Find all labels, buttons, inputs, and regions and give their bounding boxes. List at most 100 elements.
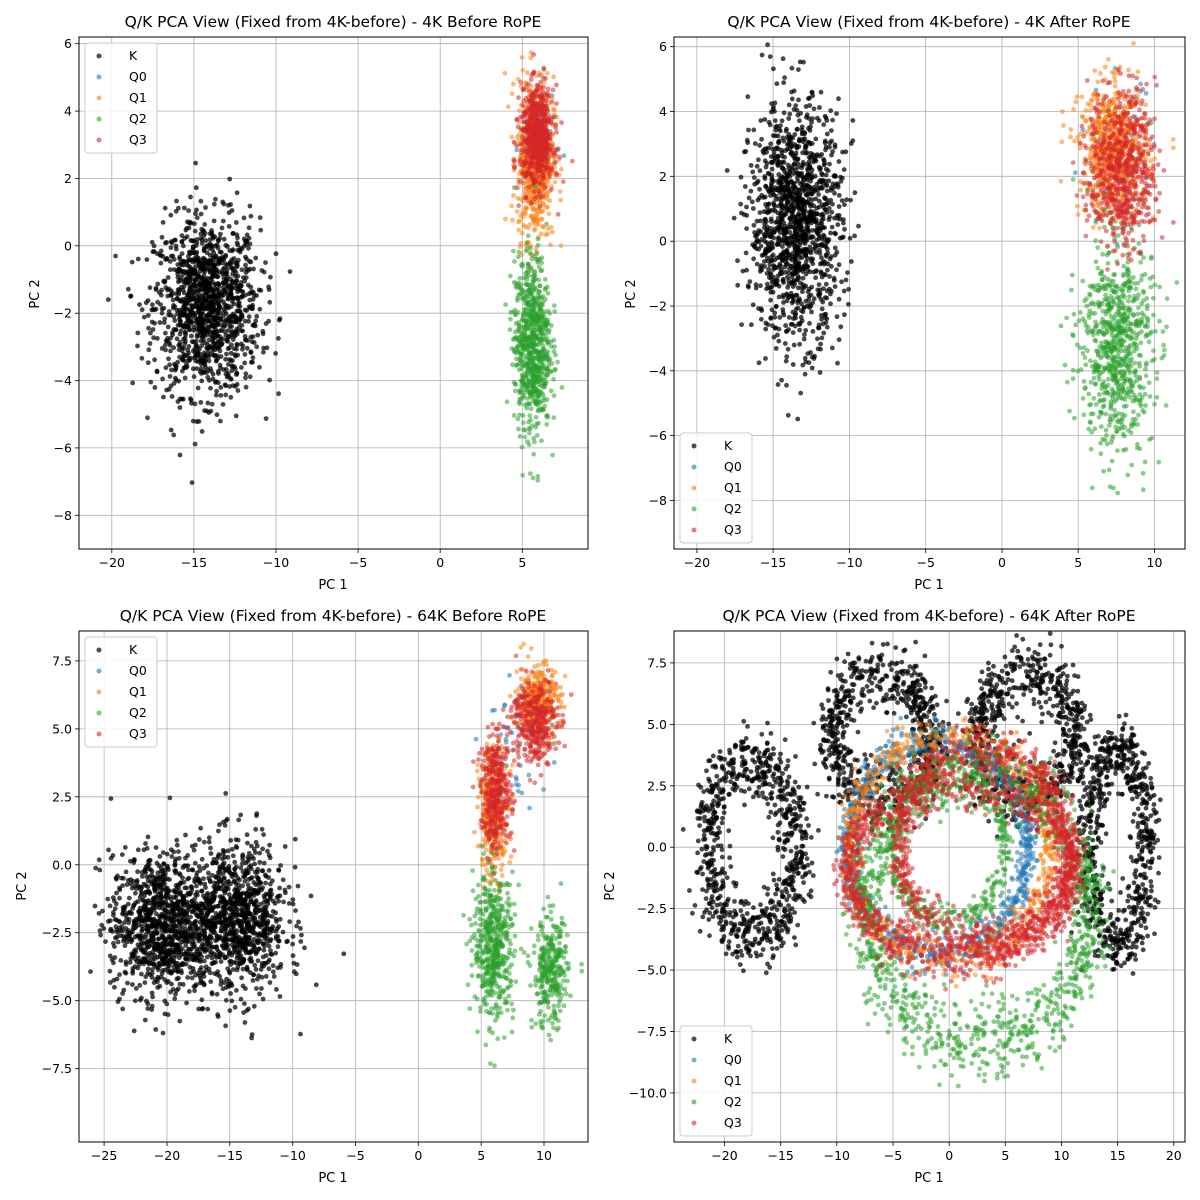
data-point [179, 239, 185, 244]
data-point [222, 329, 228, 334]
data-point [223, 392, 229, 398]
y-tick-label: −2 [54, 306, 72, 321]
data-point [820, 321, 826, 327]
data-point [800, 137, 806, 142]
data-point [534, 287, 539, 293]
data-point [784, 240, 790, 245]
data-point [105, 297, 111, 302]
data-point [177, 354, 183, 360]
data-point [180, 396, 186, 402]
data-point [548, 224, 554, 230]
data-point [163, 285, 169, 290]
data-point [799, 131, 805, 137]
data-point [210, 348, 215, 354]
data-point [535, 220, 541, 226]
data-point [817, 167, 823, 172]
data-point [849, 259, 854, 264]
data-point [526, 430, 532, 436]
data-point [829, 224, 835, 230]
data-point [532, 373, 538, 379]
data-point [254, 314, 260, 319]
data-point [827, 274, 832, 279]
data-point [194, 352, 199, 358]
data-point [194, 215, 200, 221]
data-point [234, 190, 240, 196]
data-point [794, 192, 799, 198]
data-point [829, 288, 834, 294]
data-point [809, 141, 815, 146]
data-point [502, 70, 508, 76]
data-point [776, 139, 781, 145]
data-point [768, 154, 774, 160]
data-point [535, 257, 541, 262]
data-point [225, 346, 231, 352]
data-point [519, 444, 525, 450]
data-point [795, 245, 801, 251]
data-point [552, 309, 558, 314]
data-point [813, 275, 818, 281]
data-point [823, 178, 828, 184]
data-point [242, 360, 248, 366]
data-point [198, 366, 204, 371]
data-point [786, 225, 792, 230]
data-point [774, 123, 779, 129]
data-point [205, 374, 211, 380]
data-point [780, 244, 785, 250]
data-point [159, 234, 165, 240]
data-point [204, 408, 210, 414]
data-point [802, 233, 808, 239]
data-point [212, 282, 218, 287]
data-point [745, 94, 751, 100]
data-point [778, 128, 783, 134]
data-point [228, 260, 234, 266]
data-point [219, 249, 224, 255]
data-point [762, 221, 767, 227]
data-point [545, 86, 551, 92]
data-point [220, 285, 226, 290]
data-point [530, 71, 536, 77]
data-point [535, 357, 541, 363]
data-point [782, 341, 788, 346]
data-point [829, 152, 834, 158]
data-point [533, 276, 539, 282]
data-point [179, 299, 184, 304]
data-point [511, 248, 516, 254]
y-tick-label: 0 [64, 238, 72, 253]
data-point [233, 383, 238, 389]
data-point [173, 364, 179, 369]
data-point [155, 336, 160, 341]
data-point [835, 360, 840, 366]
data-point [236, 317, 242, 322]
data-point [171, 257, 177, 262]
data-point [209, 401, 215, 407]
data-point [240, 328, 246, 334]
data-point [811, 296, 817, 302]
legend-label-q0: Q0 [129, 69, 147, 84]
data-point [229, 265, 234, 270]
data-point [523, 271, 528, 276]
data-point [544, 145, 549, 151]
data-point [144, 257, 150, 262]
data-point [520, 87, 526, 93]
data-point [516, 227, 522, 233]
data-point [174, 296, 180, 302]
data-point [821, 330, 827, 336]
data-point [254, 293, 259, 298]
data-point [180, 306, 186, 312]
data-point [527, 116, 533, 122]
data-point [815, 187, 821, 193]
data-point [218, 354, 224, 359]
data-point [779, 216, 785, 222]
data-point [739, 210, 744, 216]
data-point [781, 300, 786, 305]
data-point [220, 218, 226, 224]
data-point [194, 304, 200, 310]
data-point [558, 166, 564, 172]
data-point [803, 328, 809, 333]
data-point [731, 215, 737, 221]
data-point [806, 286, 812, 292]
data-point [768, 225, 773, 231]
data-point [191, 238, 197, 244]
data-point [113, 253, 118, 259]
